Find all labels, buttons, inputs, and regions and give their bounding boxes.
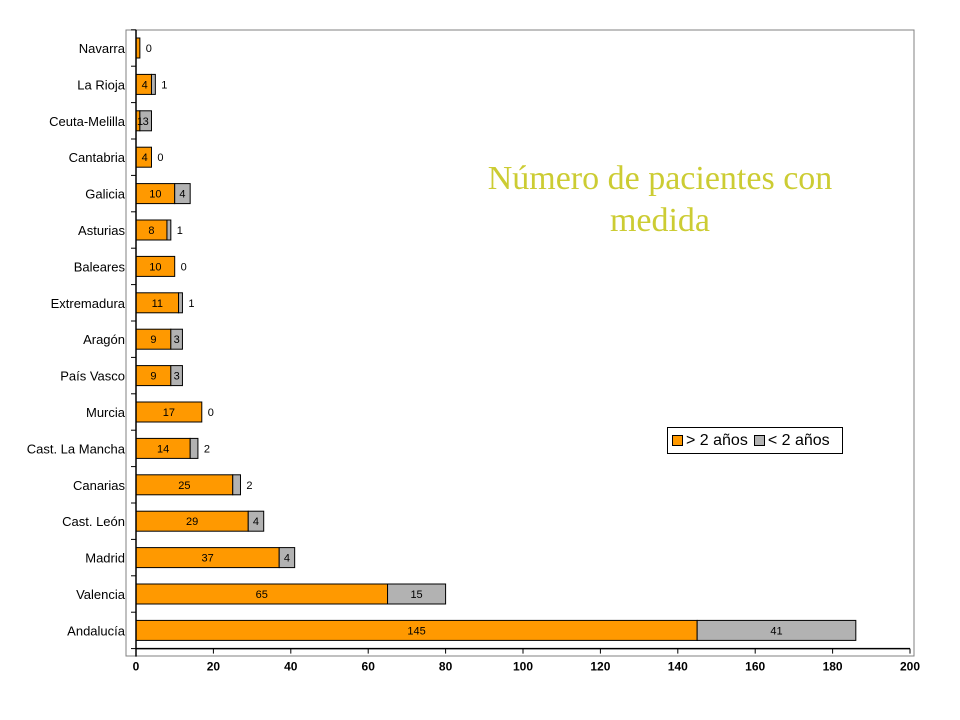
data-label-newer: 2: [204, 443, 210, 455]
category-label: Madrid: [85, 551, 125, 566]
data-label-older: 65: [256, 589, 268, 601]
bars-group: 04 11 34 010 48 110 011 19 39 317 014 225 229 437 465 1…: [135, 37, 857, 641]
category-label: Galicia: [85, 187, 126, 202]
bar-newer: [189, 437, 199, 459]
category-label: La Rioja: [77, 77, 125, 92]
bar-newer: [278, 547, 296, 569]
category-label: Cast. León: [62, 514, 125, 529]
data-label-newer: 0: [157, 152, 163, 164]
data-label-older: 8: [148, 225, 154, 237]
data-label-newer: 0: [181, 261, 187, 273]
data-label-older: 11: [152, 298, 163, 310]
data-label-older: 9: [150, 371, 156, 383]
bar-newer: [247, 510, 265, 532]
bar-newer: [150, 73, 156, 95]
category-label: Extremadura: [51, 296, 126, 311]
data-label-newer: 15: [410, 589, 422, 601]
x-tick-label: 120: [590, 660, 610, 674]
data-label-newer: 4: [179, 189, 185, 201]
data-label-older: 17: [163, 407, 175, 419]
x-tick-label: 40: [284, 660, 298, 674]
y-axis: Navarra La Rioja Ceuta-Melilla Cantabria Gal…: [27, 29, 137, 657]
data-label-newer: 3: [143, 116, 149, 128]
category-label: Murcia: [86, 405, 126, 420]
x-tick-label: 60: [362, 660, 376, 674]
data-label-newer: 41: [770, 625, 782, 637]
category-label: Aragón: [83, 332, 125, 347]
data-label-newer: 3: [174, 334, 180, 346]
x-axis: 0 20 40 60 80 100 120 140 160 180 200: [133, 647, 920, 674]
data-label-newer: 0: [208, 407, 214, 419]
data-label-newer: 1: [177, 225, 183, 237]
x-tick-label: 0: [133, 660, 140, 674]
data-label-newer: 4: [284, 553, 290, 565]
category-label: Andalucía: [67, 623, 126, 638]
bar-newer: [139, 110, 152, 132]
bar-newer: [170, 365, 183, 387]
data-label-older: 14: [157, 443, 169, 455]
data-label-older: 4: [142, 152, 148, 164]
legend-swatch-older: [672, 435, 683, 446]
bar-newer: [232, 474, 241, 496]
x-tick-label: 180: [823, 660, 843, 674]
legend-item-older: > 2 años: [672, 432, 748, 450]
data-label-newer: 1: [161, 79, 167, 91]
bar-newer: [387, 583, 447, 605]
category-label: País Vasco: [60, 369, 125, 384]
chart-title-line-2: medida: [609, 202, 711, 239]
data-label-older: 25: [178, 480, 190, 492]
data-label-newer: 1: [188, 298, 194, 310]
x-tick-label: 200: [900, 660, 920, 674]
category-label: Ceuta-Melilla: [49, 114, 126, 129]
x-tick-label: 80: [439, 660, 453, 674]
legend-swatch-newer: [753, 435, 765, 446]
chart-title-line-1: Número de pacientes con: [487, 160, 833, 197]
data-label-older: 4: [142, 79, 148, 91]
x-tick-label: 100: [513, 660, 533, 674]
data-label-older: 1: [137, 116, 143, 128]
data-label-newer: 0: [146, 43, 152, 55]
category-label: Valencia: [76, 587, 126, 602]
bar-newer: [166, 219, 172, 241]
legend-label-older: > 2 años: [686, 431, 748, 449]
legend-item-newer: < 2 años: [753, 431, 830, 450]
category-label: Baleares: [74, 259, 126, 274]
bar-newer: [696, 619, 857, 641]
bar-newer: [178, 292, 183, 314]
data-label-newer: 3: [174, 371, 180, 383]
x-tick-label: 160: [745, 660, 765, 674]
category-label: Canarias: [73, 478, 126, 493]
category-label: Cast. La Mancha: [27, 441, 126, 456]
data-label-newer: 2: [246, 480, 252, 492]
data-label-older: 29: [186, 516, 198, 528]
category-label: Navarra: [79, 41, 126, 56]
bar-newer: [170, 328, 183, 350]
x-tick-label: 140: [668, 660, 688, 674]
chart-title: Número de pacientes con medida: [440, 158, 880, 242]
legend-label-newer: < 2 años: [767, 431, 830, 449]
category-label: Cantabria: [69, 150, 126, 165]
data-label-older: 9: [150, 334, 156, 346]
bar-newer: [174, 183, 191, 205]
data-label-older: 10: [149, 261, 161, 273]
data-label-older: 145: [407, 625, 425, 637]
data-label-newer: 4: [253, 516, 259, 528]
data-label-older: 37: [201, 553, 213, 565]
legend: > 2 años < 2 años: [667, 427, 843, 454]
x-tick-label: 20: [207, 660, 221, 674]
data-label-older: 10: [149, 189, 161, 201]
category-label: Asturias: [78, 223, 125, 238]
